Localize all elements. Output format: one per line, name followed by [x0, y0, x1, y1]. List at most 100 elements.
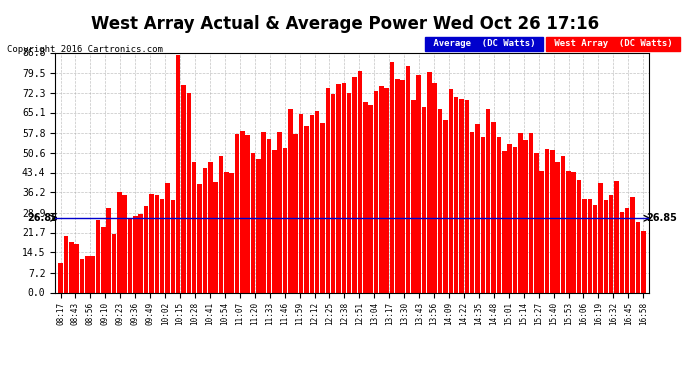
Bar: [443, 120, 448, 292]
Bar: [587, 199, 592, 292]
Bar: [128, 218, 132, 292]
Bar: [593, 205, 598, 292]
Text: Average  (DC Watts): Average (DC Watts): [428, 39, 541, 48]
Bar: [524, 140, 528, 292]
Bar: [497, 137, 501, 292]
Bar: [491, 122, 496, 292]
Bar: [101, 227, 106, 292]
Bar: [85, 256, 90, 292]
Bar: [331, 94, 335, 292]
Bar: [502, 151, 506, 292]
Bar: [577, 180, 582, 292]
Bar: [475, 124, 480, 292]
Bar: [139, 214, 143, 292]
Bar: [144, 206, 148, 292]
Bar: [267, 140, 271, 292]
Bar: [336, 84, 341, 292]
Bar: [470, 132, 475, 292]
Bar: [326, 88, 330, 292]
Bar: [438, 109, 442, 292]
Bar: [534, 153, 539, 292]
Bar: [406, 66, 411, 292]
Bar: [155, 195, 159, 292]
Bar: [609, 195, 613, 292]
Bar: [272, 150, 277, 292]
Bar: [288, 109, 293, 292]
Bar: [240, 131, 244, 292]
Bar: [411, 100, 415, 292]
Bar: [630, 197, 635, 292]
Bar: [208, 162, 213, 292]
Bar: [256, 159, 261, 292]
Bar: [213, 182, 218, 292]
Bar: [63, 236, 68, 292]
Bar: [433, 83, 437, 292]
Bar: [368, 105, 373, 292]
Bar: [614, 181, 619, 292]
Bar: [58, 263, 63, 292]
Bar: [604, 200, 608, 292]
Bar: [555, 162, 560, 292]
Bar: [571, 172, 576, 292]
Bar: [384, 88, 389, 292]
Bar: [219, 156, 223, 292]
Bar: [390, 62, 394, 292]
Bar: [374, 91, 378, 292]
Bar: [117, 192, 121, 292]
Bar: [229, 174, 234, 292]
Bar: [186, 93, 191, 292]
Bar: [79, 259, 84, 292]
Bar: [320, 123, 325, 292]
Bar: [448, 89, 453, 292]
Bar: [176, 55, 180, 292]
Bar: [529, 133, 533, 292]
Bar: [582, 200, 586, 292]
Bar: [262, 132, 266, 292]
Bar: [561, 156, 565, 292]
Bar: [149, 194, 154, 292]
Text: 26.85: 26.85: [646, 213, 677, 223]
Bar: [464, 100, 469, 292]
Bar: [235, 134, 239, 292]
Bar: [277, 132, 282, 292]
Bar: [400, 80, 405, 292]
Bar: [518, 133, 522, 292]
Bar: [460, 99, 464, 292]
Text: Copyright 2016 Cartronics.com: Copyright 2016 Cartronics.com: [7, 45, 163, 54]
Bar: [203, 168, 207, 292]
Bar: [160, 199, 164, 292]
Bar: [304, 126, 308, 292]
Bar: [550, 150, 555, 292]
Bar: [96, 219, 100, 292]
Bar: [299, 114, 304, 292]
Bar: [513, 147, 518, 292]
Bar: [69, 242, 74, 292]
Bar: [181, 85, 186, 292]
Bar: [315, 111, 319, 292]
Bar: [641, 231, 646, 292]
Bar: [540, 171, 544, 292]
Bar: [357, 71, 362, 292]
Bar: [566, 171, 571, 292]
Bar: [507, 144, 512, 292]
Bar: [246, 135, 250, 292]
Bar: [635, 222, 640, 292]
Text: West Array  (DC Watts): West Array (DC Watts): [549, 39, 678, 48]
Bar: [170, 200, 175, 292]
Bar: [347, 93, 351, 292]
Bar: [283, 148, 287, 292]
Bar: [250, 153, 255, 292]
Bar: [224, 172, 228, 292]
Bar: [481, 137, 485, 292]
Bar: [422, 108, 426, 292]
Bar: [620, 212, 624, 292]
Bar: [427, 72, 432, 292]
Bar: [192, 162, 197, 292]
Bar: [197, 184, 201, 292]
Text: 26.85: 26.85: [27, 213, 58, 223]
Bar: [122, 195, 127, 292]
Bar: [353, 77, 357, 292]
Bar: [395, 79, 400, 292]
Bar: [417, 75, 421, 292]
Bar: [133, 216, 138, 292]
